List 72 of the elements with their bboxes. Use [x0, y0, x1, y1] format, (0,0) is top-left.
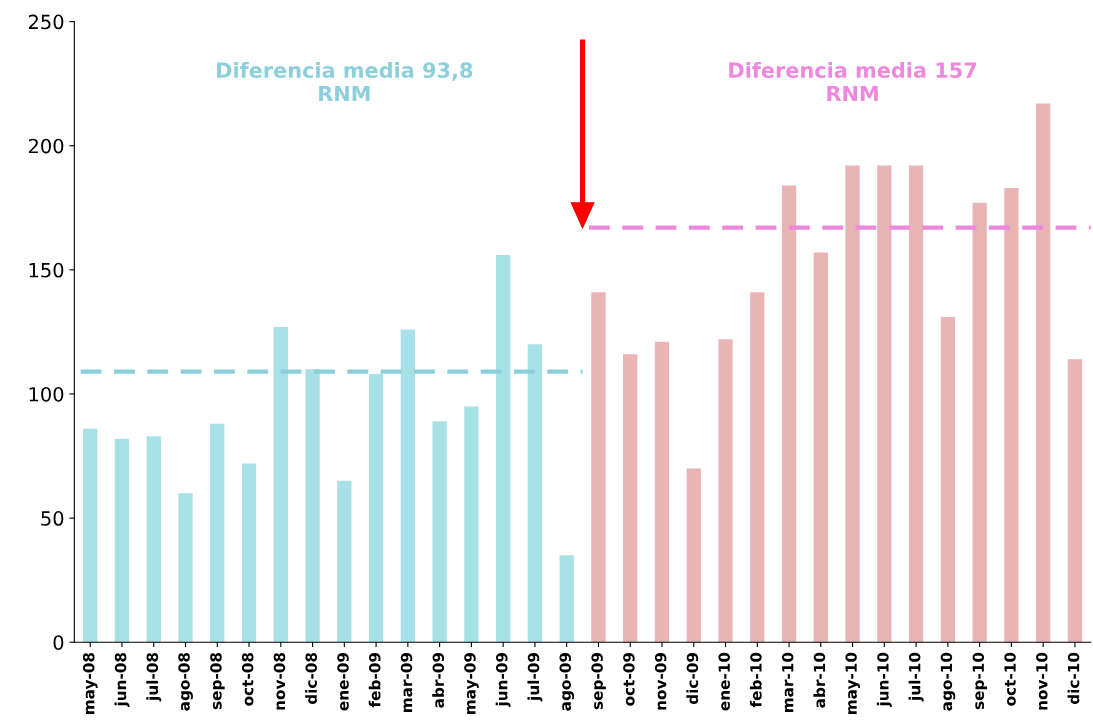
bar — [972, 202, 987, 643]
bar — [1004, 187, 1019, 643]
x-tick-label: mar-09 — [400, 652, 413, 713]
x-tick-label: sep-09 — [591, 652, 606, 710]
x-tick-label: nov-10 — [1036, 652, 1048, 710]
x-tick-label: oct-09 — [623, 652, 635, 706]
bar — [178, 493, 193, 643]
y-tick-label: 150 — [29, 262, 64, 278]
bar — [432, 421, 447, 643]
bar — [210, 423, 225, 643]
x-tick-label: jul-09 — [527, 652, 543, 702]
bar — [623, 354, 638, 643]
x-tick-label: oct-08 — [241, 652, 254, 706]
bar — [464, 406, 479, 643]
x-tick-label: feb-10 — [749, 652, 762, 708]
bar — [1067, 359, 1083, 643]
bar — [305, 369, 320, 643]
bar — [114, 438, 130, 643]
x-tick-label: abr-10 — [813, 652, 826, 708]
x-tick-label: dic-09 — [686, 652, 699, 705]
y-tick-label: 0 — [53, 635, 64, 650]
x-tick-label: jun-10 — [876, 652, 892, 708]
x-tick-label: ene-10 — [718, 652, 730, 711]
x-tick-label: ago-09 — [559, 652, 575, 711]
annotation: Diferencia media 157 RNM — [729, 61, 977, 102]
x-tick-label: sep-10 — [972, 652, 988, 710]
bar — [781, 185, 797, 643]
x-tick-label: may-10 — [845, 652, 860, 715]
bar — [273, 326, 288, 643]
x-tick-label: ago-08 — [178, 652, 193, 711]
y-tick-label: 100 — [29, 386, 64, 402]
bar — [813, 252, 828, 643]
bar — [686, 468, 701, 643]
bar — [400, 329, 416, 643]
bar — [718, 339, 733, 643]
x-tick-label: sep-08 — [210, 652, 225, 710]
bar — [750, 292, 765, 643]
x-tick-label: feb-09 — [368, 652, 381, 708]
bar — [1036, 103, 1051, 643]
x-tick-label: jun-09 — [495, 652, 511, 708]
annotation: Diferencia media 93,8 RNM — [217, 61, 473, 102]
bar — [241, 463, 257, 643]
bar — [940, 317, 956, 643]
bar — [337, 480, 352, 643]
bar — [908, 165, 924, 643]
y-tick-label: 200 — [28, 138, 64, 154]
bar — [146, 436, 161, 643]
x-tick-label: ago-10 — [940, 652, 956, 711]
x-tick-label: ene-09 — [337, 652, 349, 711]
bar — [654, 341, 670, 643]
bar — [368, 374, 384, 643]
bar — [559, 555, 574, 643]
x-tick-label: jun-08 — [114, 652, 130, 708]
x-tick-label: dic-10 — [1067, 652, 1080, 705]
bar — [527, 344, 543, 643]
x-tick-label: nov-08 — [273, 652, 286, 710]
y-tick-label: 50 — [41, 511, 64, 526]
x-tick-label: may-08 — [82, 652, 98, 715]
bar — [845, 165, 860, 643]
x-tick-label: dic-08 — [305, 652, 317, 705]
bar — [877, 165, 892, 643]
bar — [83, 428, 98, 643]
x-tick-label: nov-09 — [654, 652, 667, 710]
x-tick-label: may-09 — [464, 652, 479, 715]
bar — [496, 254, 511, 643]
x-tick-label: jul-08 — [146, 652, 162, 702]
y-tick-label: 250 — [28, 14, 64, 30]
x-tick-label: jul-10 — [908, 652, 924, 702]
x-tick-label: mar-10 — [781, 652, 794, 713]
x-tick-label: abr-09 — [432, 652, 445, 708]
bar — [591, 292, 606, 643]
x-tick-label: oct-10 — [1004, 652, 1016, 706]
